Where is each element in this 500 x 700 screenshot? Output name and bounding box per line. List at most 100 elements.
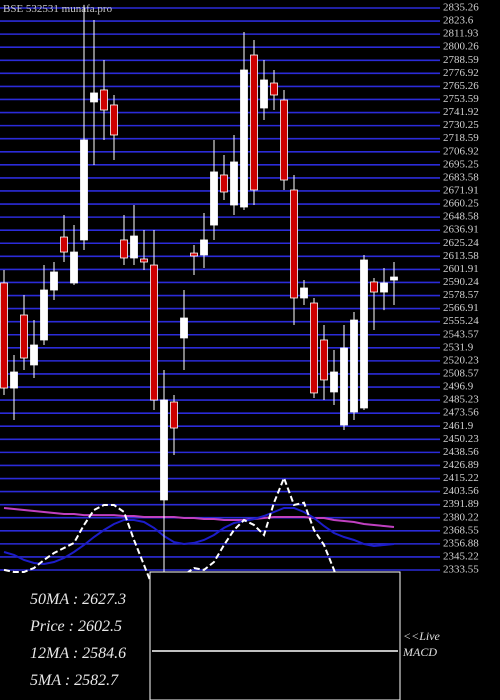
candle-body [260, 79, 268, 109]
candle-body [360, 259, 368, 409]
candle-body [100, 89, 108, 111]
candle-body [350, 319, 358, 413]
y-tick-label: 2590.24 [443, 276, 479, 288]
y-tick-label: 2391.89 [443, 498, 479, 510]
candle-body [180, 317, 188, 339]
y-tick-label: 2718.59 [443, 132, 479, 144]
candle-body [310, 302, 318, 394]
y-tick-label: 2753.59 [443, 93, 479, 105]
candle-body [200, 239, 208, 256]
stat-line: 50MA : 2627.3 [30, 591, 126, 608]
candle-body [300, 287, 308, 299]
candle-body [90, 92, 98, 103]
candle-body [10, 371, 18, 389]
y-tick-label: 2508.57 [443, 367, 479, 379]
candle-body [210, 171, 218, 226]
y-tick-label: 2438.56 [443, 446, 479, 458]
candle-body [220, 174, 228, 193]
candle-body [340, 347, 348, 426]
y-tick-label: 2776.92 [443, 67, 479, 79]
y-tick-label: 2660.25 [443, 198, 479, 210]
y-tick-label: 2613.58 [443, 250, 479, 262]
y-tick-label: 2520.23 [443, 354, 479, 366]
candle-body [60, 236, 68, 253]
y-tick-label: 2461.9 [443, 420, 474, 432]
candle-body [120, 239, 128, 259]
candle-body [270, 82, 278, 96]
stat-line: 5MA : 2582.7 [30, 672, 119, 689]
candle-body [330, 371, 338, 393]
y-tick-label: 2671.91 [443, 185, 479, 197]
candle-body [320, 339, 328, 381]
y-tick-label: 2625.24 [443, 237, 479, 249]
y-tick-label: 2426.89 [443, 459, 479, 471]
y-tick-label: 2683.58 [443, 171, 479, 183]
candles [0, 4, 398, 574]
candle-body [70, 251, 78, 284]
y-tick-label: 2403.56 [443, 485, 479, 497]
y-tick-label: 2578.57 [443, 289, 479, 301]
stat-line: 12MA : 2584.6 [30, 645, 126, 662]
panel-label: <<Live [403, 629, 441, 643]
y-tick-label: 2730.25 [443, 119, 479, 131]
grid: 2835.262823.62811.932800.262788.592776.9… [0, 2, 479, 576]
candle-body [20, 314, 28, 359]
y-tick-label: 2800.26 [443, 41, 479, 53]
y-tick-label: 2741.92 [443, 106, 479, 118]
y-tick-label: 2566.91 [443, 302, 479, 314]
stat-line: Price : 2602.5 [29, 618, 122, 635]
indicator-lines [3, 475, 395, 601]
candle-body [370, 281, 378, 293]
y-tick-label: 2531.9 [443, 341, 474, 353]
y-tick-label: 2706.92 [443, 145, 479, 157]
y-tick-label: 2648.58 [443, 211, 479, 223]
candle-body [140, 258, 148, 263]
macd-panel [149, 571, 401, 700]
candle-body [290, 189, 298, 299]
candle-body [50, 271, 58, 291]
y-tick-label: 2333.55 [443, 564, 479, 576]
y-tick-label: 2695.25 [443, 158, 479, 170]
y-tick-label: 2636.91 [443, 224, 479, 236]
candle-body [160, 399, 168, 501]
candle-body [0, 282, 8, 389]
y-tick-label: 2485.23 [443, 394, 479, 406]
y-tick-label: 2823.6 [443, 15, 474, 27]
indicator-line [3, 507, 395, 566]
candle-body [380, 282, 388, 293]
candle-body [240, 69, 248, 208]
y-tick-label: 2356.88 [443, 537, 479, 549]
chart-title: BSE 532531 munafa.pro [3, 3, 113, 15]
candle-body [250, 54, 258, 191]
y-tick-label: 2496.9 [443, 381, 474, 393]
candle-body [150, 264, 158, 401]
y-tick-label: 2415.22 [443, 472, 479, 484]
candle-body [130, 235, 138, 259]
candle-body [110, 104, 118, 136]
y-tick-label: 2380.22 [443, 511, 479, 523]
y-tick-label: 2765.26 [443, 80, 479, 92]
indicator-line [3, 475, 395, 601]
y-tick-label: 2555.24 [443, 315, 479, 327]
candle-body [190, 252, 198, 257]
y-tick-label: 2368.55 [443, 524, 479, 536]
panel-label: MACD [402, 645, 437, 659]
candle-body [170, 401, 178, 429]
candle-body [390, 276, 398, 281]
y-tick-label: 2811.93 [443, 28, 479, 40]
y-tick-label: 2788.59 [443, 54, 479, 66]
candle-body [280, 99, 288, 181]
candle-body [30, 344, 38, 366]
y-tick-label: 2473.56 [443, 407, 479, 419]
indicator-line [3, 507, 395, 528]
y-tick-label: 2450.23 [443, 433, 479, 445]
y-tick-label: 2835.26 [443, 2, 479, 14]
y-tick-label: 2601.91 [443, 263, 479, 275]
y-tick-label: 2345.22 [443, 550, 479, 562]
candle-body [230, 161, 238, 206]
candle-body [80, 139, 88, 241]
y-tick-label: 2543.57 [443, 328, 479, 340]
stats-box: 50MA : 2627.3 Price : 2602.5 12MA : 2584.6… [29, 591, 126, 689]
candle-body [40, 289, 48, 341]
